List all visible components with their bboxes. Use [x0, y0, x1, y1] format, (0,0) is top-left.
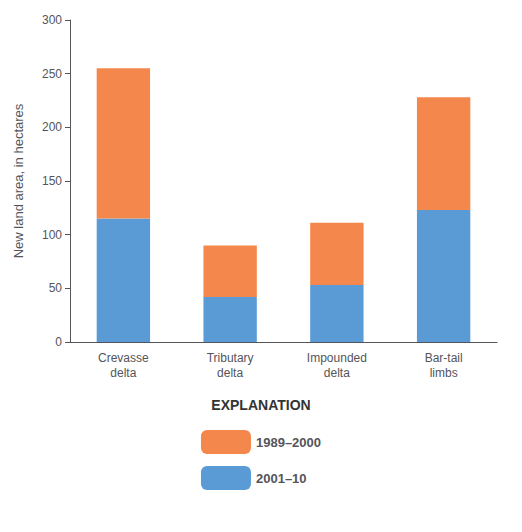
svg-text:1989–2000: 1989–2000 [256, 435, 321, 450]
svg-text:50: 50 [49, 281, 63, 295]
svg-text:New land area, in hectares: New land area, in hectares [11, 103, 26, 258]
svg-text:200: 200 [42, 120, 62, 134]
svg-text:delta: delta [110, 366, 136, 380]
svg-text:delta: delta [217, 366, 243, 380]
svg-text:250: 250 [42, 67, 62, 81]
svg-text:150: 150 [42, 174, 62, 188]
svg-text:0: 0 [55, 335, 62, 349]
svg-text:delta: delta [324, 366, 350, 380]
svg-text:Tributary: Tributary [207, 351, 254, 365]
svg-text:Crevasse: Crevasse [98, 351, 149, 365]
svg-text:EXPLANATION: EXPLANATION [211, 397, 310, 413]
svg-text:Impounded: Impounded [307, 351, 367, 365]
svg-text:100: 100 [42, 228, 62, 242]
svg-text:2001–10: 2001–10 [256, 471, 307, 486]
svg-text:Bar-tail: Bar-tail [425, 351, 463, 365]
svg-text:limbs: limbs [430, 366, 458, 380]
svg-text:300: 300 [42, 13, 62, 27]
